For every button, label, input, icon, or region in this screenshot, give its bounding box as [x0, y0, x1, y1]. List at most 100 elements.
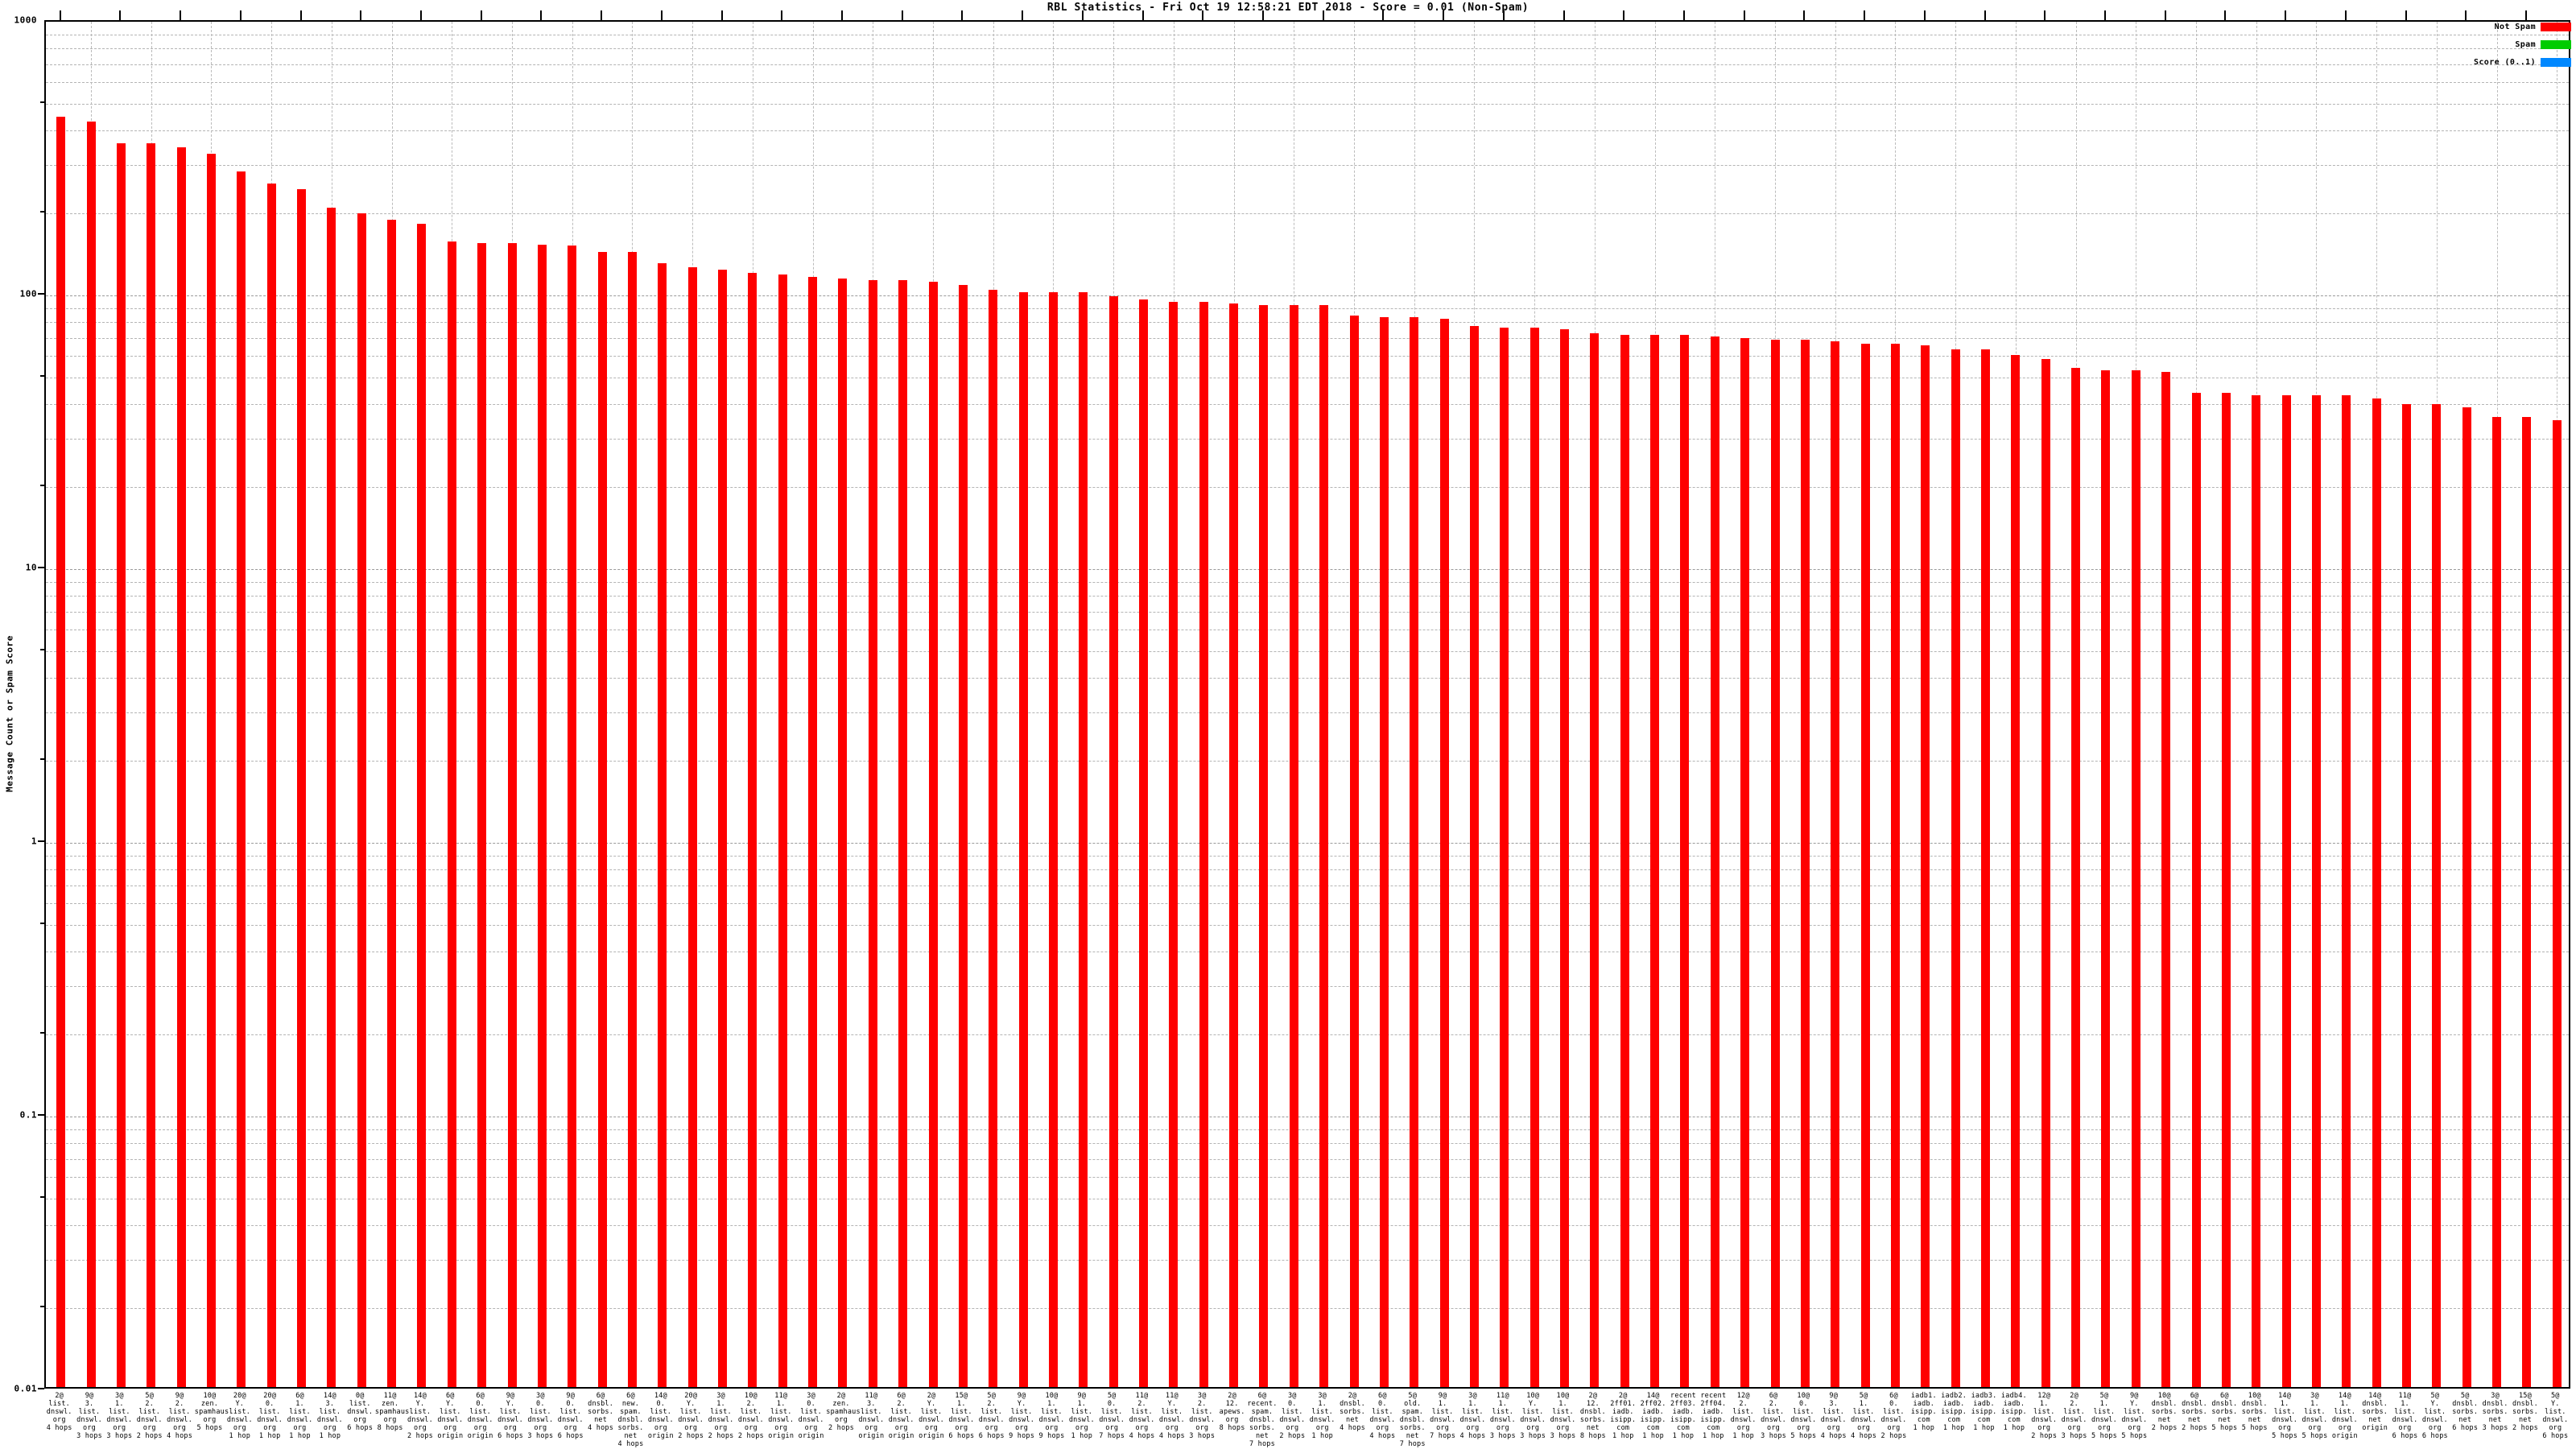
bar[interactable]	[2552, 420, 2562, 1387]
bar[interactable]	[2492, 417, 2502, 1387]
bar[interactable]	[1831, 341, 1840, 1387]
bar[interactable]	[1079, 292, 1088, 1387]
bar[interactable]	[2221, 392, 2231, 1387]
bar[interactable]	[2131, 369, 2140, 1387]
bar[interactable]	[627, 252, 637, 1387]
bar[interactable]	[1500, 328, 1509, 1387]
bar[interactable]	[1560, 329, 1570, 1387]
bar[interactable]	[2372, 398, 2381, 1387]
legend-item[interactable]: Spam	[2515, 40, 2571, 49]
legend-item[interactable]: Not Spam	[2495, 23, 2571, 31]
legend-item[interactable]: Score (0..1)	[2474, 58, 2571, 67]
bar[interactable]	[1469, 326, 1479, 1387]
bar[interactable]	[1800, 340, 1810, 1387]
bar[interactable]	[56, 117, 66, 1387]
bar[interactable]	[958, 285, 968, 1387]
bar[interactable]	[1770, 340, 1780, 1387]
bar[interactable]	[1199, 302, 1208, 1387]
bar[interactable]	[838, 279, 848, 1387]
x-axis-label-line: org	[1466, 1424, 1480, 1432]
bar[interactable]	[1229, 303, 1239, 1387]
bar[interactable]	[2191, 392, 2201, 1387]
bar[interactable]	[297, 188, 307, 1387]
bar[interactable]	[928, 282, 938, 1387]
bar[interactable]	[237, 171, 246, 1387]
bar[interactable]	[2522, 417, 2532, 1387]
bar[interactable]	[1951, 349, 1960, 1387]
bar[interactable]	[1981, 349, 1991, 1387]
bar[interactable]	[1319, 304, 1329, 1387]
bar[interactable]	[2311, 395, 2321, 1387]
bar[interactable]	[1018, 292, 1028, 1387]
bar[interactable]	[2281, 395, 2291, 1387]
x-tick-mark	[1322, 10, 1324, 21]
bar[interactable]	[1439, 318, 1449, 1387]
bar[interactable]	[387, 219, 397, 1387]
x-axis-label-line: dnsbl.	[1579, 1408, 1606, 1416]
x-axis-label-line: origin	[437, 1432, 464, 1440]
x-axis-label-line: dnswl.	[2542, 1416, 2569, 1424]
bar[interactable]	[357, 213, 366, 1387]
bar[interactable]	[1289, 304, 1298, 1387]
bar[interactable]	[658, 262, 667, 1387]
bar[interactable]	[808, 276, 818, 1387]
bar[interactable]	[116, 142, 126, 1387]
x-axis-label-line: net	[1346, 1416, 1359, 1424]
legend-color-swatch	[2541, 23, 2571, 31]
bar[interactable]	[2041, 359, 2050, 1387]
bar[interactable]	[2432, 404, 2442, 1387]
bar[interactable]	[2161, 372, 2171, 1387]
bar[interactable]	[597, 252, 607, 1387]
x-axis-label-line: 1 hop	[1672, 1432, 1695, 1440]
bar[interactable]	[1410, 317, 1419, 1387]
bar[interactable]	[778, 275, 787, 1387]
bar[interactable]	[1139, 299, 1149, 1387]
x-axis-label-line: 4 hops	[1820, 1432, 1847, 1440]
bar[interactable]	[206, 153, 216, 1387]
bar[interactable]	[2462, 407, 2471, 1387]
bar[interactable]	[1710, 336, 1719, 1387]
bar[interactable]	[2252, 395, 2261, 1387]
bar[interactable]	[1379, 317, 1389, 1387]
bar[interactable]	[86, 122, 96, 1387]
bar[interactable]	[447, 242, 456, 1387]
bar[interactable]	[417, 223, 427, 1387]
x-axis-label: 5@ 0. list. dnswl. org 7 hops	[1097, 1392, 1127, 1440]
bar[interactable]	[1108, 295, 1118, 1387]
bar[interactable]	[2101, 369, 2111, 1387]
bar[interactable]	[147, 143, 156, 1387]
bar[interactable]	[537, 245, 547, 1387]
bar[interactable]	[327, 207, 336, 1387]
bar[interactable]	[1349, 316, 1359, 1387]
bar[interactable]	[1650, 334, 1660, 1387]
bar[interactable]	[1259, 304, 1269, 1387]
x-axis-label-line: 3 hops	[76, 1432, 102, 1440]
bar[interactable]	[1530, 328, 1539, 1387]
bar[interactable]	[687, 267, 697, 1387]
bar[interactable]	[1590, 332, 1600, 1387]
bar[interactable]	[898, 279, 908, 1387]
bar[interactable]	[1620, 334, 1629, 1387]
bar[interactable]	[266, 184, 276, 1387]
bar[interactable]	[568, 246, 577, 1387]
bar[interactable]	[718, 269, 728, 1387]
x-axis-label-line: 0.	[1799, 1400, 1808, 1408]
bar[interactable]	[2342, 395, 2351, 1387]
bar[interactable]	[1740, 337, 1750, 1387]
bar[interactable]	[1169, 302, 1179, 1387]
bar[interactable]	[2402, 404, 2412, 1387]
bar[interactable]	[1921, 345, 1930, 1387]
bar[interactable]	[477, 243, 487, 1387]
bar[interactable]	[989, 290, 998, 1387]
x-axis-label-line: dnswl.	[919, 1416, 944, 1424]
bar[interactable]	[2071, 367, 2081, 1387]
bar[interactable]	[507, 243, 517, 1387]
bar[interactable]	[1860, 343, 1870, 1387]
bar[interactable]	[748, 272, 758, 1387]
bar[interactable]	[1890, 343, 1900, 1387]
bar[interactable]	[868, 279, 877, 1387]
bar[interactable]	[1048, 292, 1058, 1387]
bar[interactable]	[176, 147, 186, 1387]
bar[interactable]	[1680, 334, 1690, 1387]
bar[interactable]	[2011, 354, 2021, 1387]
